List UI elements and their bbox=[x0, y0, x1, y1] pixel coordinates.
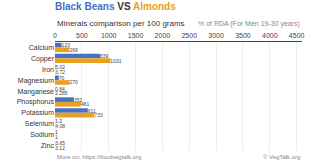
svg-text:4500: 4500 bbox=[289, 32, 305, 39]
svg-text:3000: 3000 bbox=[208, 32, 224, 39]
svg-text:611: 611 bbox=[88, 108, 96, 114]
svg-text:Copper: Copper bbox=[31, 55, 55, 63]
svg-text:Sodium: Sodium bbox=[30, 131, 54, 138]
svg-text:Manganese: Manganese bbox=[17, 88, 54, 96]
svg-text:500: 500 bbox=[76, 32, 88, 39]
svg-text:More on: https://foodvegtalk.o: More on: https://foodvegtalk.org bbox=[57, 154, 141, 160]
svg-text:1500: 1500 bbox=[128, 32, 144, 39]
svg-text:352: 352 bbox=[74, 97, 83, 103]
svg-text:3.72: 3.72 bbox=[55, 69, 65, 75]
svg-text:4.08: 4.08 bbox=[55, 123, 65, 129]
svg-text:2000: 2000 bbox=[155, 32, 171, 39]
svg-text:123: 123 bbox=[62, 42, 71, 48]
svg-text:1.2: 1.2 bbox=[55, 118, 62, 124]
svg-text:4000: 4000 bbox=[262, 32, 278, 39]
svg-text:Black Beans VS Almonds: Black Beans VS Almonds bbox=[55, 1, 176, 12]
svg-text:481: 481 bbox=[81, 101, 90, 107]
svg-text:Magnesium: Magnesium bbox=[18, 77, 54, 85]
svg-text:3.12: 3.12 bbox=[55, 145, 65, 151]
svg-text:% of RDA (For Men 19-30 years): % of RDA (For Men 19-30 years) bbox=[198, 20, 300, 28]
svg-text:Minerals comparison per 100 gr: Minerals comparison per 100 grams bbox=[57, 19, 185, 28]
svg-text:3.65: 3.65 bbox=[55, 140, 65, 146]
svg-text:Calcium: Calcium bbox=[29, 44, 54, 51]
svg-text:1000: 1000 bbox=[101, 32, 117, 39]
svg-text:1031: 1031 bbox=[110, 58, 121, 64]
svg-text:0: 0 bbox=[53, 32, 57, 39]
svg-text:5.02: 5.02 bbox=[55, 64, 65, 70]
svg-text:733: 733 bbox=[94, 112, 103, 118]
svg-text:70: 70 bbox=[59, 75, 65, 81]
svg-text:© VegTalk.org: © VegTalk.org bbox=[263, 154, 300, 160]
svg-text:Selenium: Selenium bbox=[25, 120, 54, 127]
svg-text:1: 1 bbox=[55, 129, 58, 135]
svg-text:0.84: 0.84 bbox=[55, 86, 65, 92]
svg-text:Phosphorus: Phosphorus bbox=[17, 98, 55, 106]
svg-text:Potassium: Potassium bbox=[21, 109, 54, 116]
svg-text:270: 270 bbox=[70, 79, 79, 85]
svg-text:Iron: Iron bbox=[42, 66, 54, 73]
svg-text:269: 269 bbox=[69, 47, 78, 53]
svg-text:839: 839 bbox=[100, 53, 109, 59]
svg-text:2500: 2500 bbox=[181, 32, 197, 39]
svg-text:3500: 3500 bbox=[235, 32, 251, 39]
svg-text:1: 1 bbox=[55, 134, 58, 140]
svg-text:2.285: 2.285 bbox=[55, 90, 68, 96]
svg-text:Zinc: Zinc bbox=[41, 142, 55, 149]
